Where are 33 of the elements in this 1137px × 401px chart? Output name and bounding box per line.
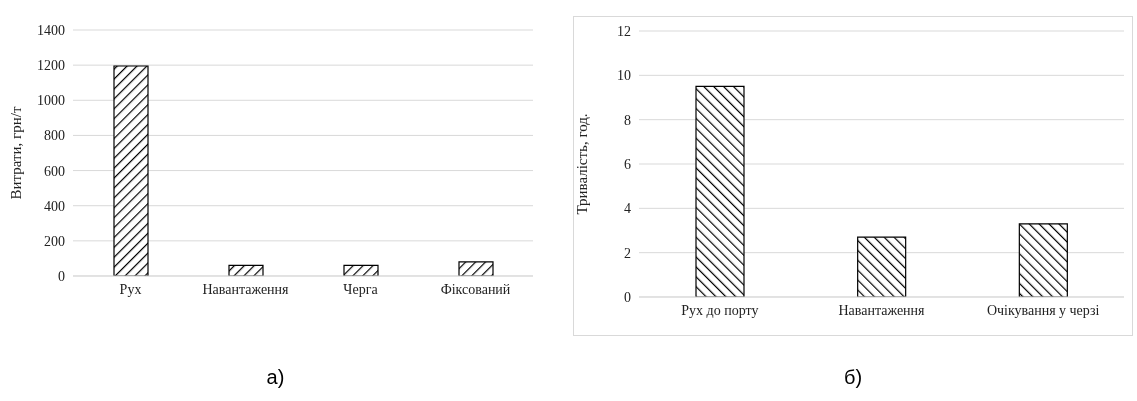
text: а) — [265, 366, 286, 389]
bar — [343, 264, 379, 276]
x-tick-label: Черга — [343, 281, 379, 297]
y-axis-title: Витрати, грн/т — [8, 106, 25, 200]
y-tick-label: 200 — [44, 233, 65, 249]
y-tick-label: 1400 — [37, 22, 65, 38]
x-tick-label: Навантаження — [838, 302, 926, 318]
x-tick-label: Навантаження — [202, 281, 290, 297]
bar — [1018, 223, 1068, 297]
y-tick-label: 1000 — [37, 93, 65, 109]
y-tick-label: 2 — [624, 245, 631, 261]
bar — [857, 236, 907, 297]
y-tick-label: 8 — [624, 112, 631, 128]
bar — [458, 261, 494, 276]
y-axis-title: Тривалість, год. — [574, 113, 591, 215]
x-tick-label: Рух до порту — [681, 302, 759, 318]
y-tick-label: 6 — [624, 156, 631, 172]
x-tick-label: Фіксований — [440, 281, 511, 297]
y-tick-label: 800 — [44, 128, 65, 144]
bar — [113, 65, 149, 276]
x-tick-label: Очікування у черзі — [986, 302, 1100, 318]
y-tick-label: 0 — [58, 268, 65, 284]
y-tick-label: 400 — [44, 198, 65, 214]
y-tick-label: 600 — [44, 163, 65, 179]
text: б) — [842, 366, 864, 389]
y-tick-label: 4 — [624, 201, 631, 217]
x-tick-label: Рух — [119, 281, 142, 297]
y-tick-label: 0 — [624, 289, 631, 305]
y-tick-label: 12 — [617, 23, 631, 39]
y-tick-label: 1200 — [37, 58, 65, 74]
bar — [695, 85, 745, 297]
y-tick-label: 10 — [617, 68, 631, 84]
bar — [228, 264, 264, 276]
